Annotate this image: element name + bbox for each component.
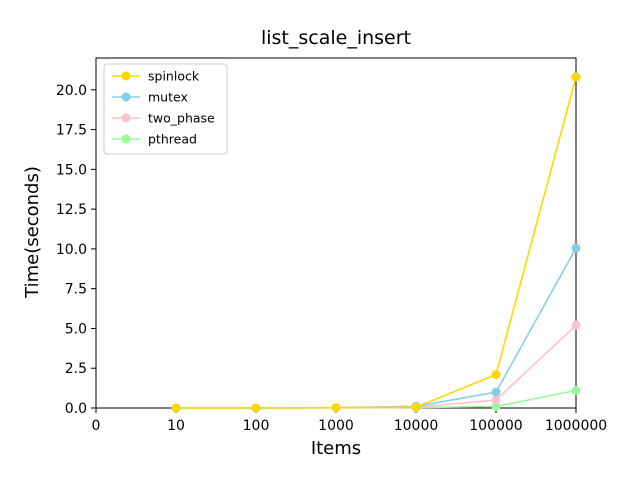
legend-label: two_phase (148, 111, 215, 126)
legend-item-spinlock: spinlock (112, 69, 200, 84)
data-point (571, 243, 581, 253)
series-spinlock (171, 72, 581, 413)
y-tick-label: 17.5 (56, 123, 87, 139)
series-layer (171, 72, 581, 413)
data-point (491, 401, 501, 411)
y-tick-label: 2.5 (65, 361, 87, 377)
y-tick-label: 7.5 (65, 282, 87, 298)
x-tick-label: 10 (167, 418, 185, 434)
data-point (571, 320, 581, 330)
data-point (571, 72, 581, 82)
x-tick-label: 1000000 (545, 418, 607, 434)
legend-swatch-marker (121, 134, 131, 144)
y-tick-label: 5.0 (65, 321, 87, 337)
data-point (491, 370, 501, 380)
legend-box (103, 63, 228, 155)
series-line (176, 76, 577, 409)
y-tick-label: 15.0 (56, 162, 87, 178)
y-axis-label: Time(seconds) (22, 166, 43, 299)
legend-label: spinlock (148, 69, 200, 84)
legend-item-mutex: mutex (112, 90, 188, 105)
x-tick-label: 1000 (318, 418, 354, 434)
legend-item-pthread: pthread (112, 132, 197, 147)
legend-swatch-marker (121, 71, 131, 81)
legend-swatch-marker (121, 113, 131, 123)
data-point (331, 403, 341, 413)
x-tick-label: 100000 (469, 418, 522, 434)
x-tick-label: 0 (92, 418, 101, 434)
legend-item-two_phase: two_phase (112, 111, 215, 126)
y-tick-label: 20.0 (56, 83, 87, 99)
data-point (171, 403, 181, 413)
legend-label: pthread (148, 132, 197, 147)
data-point (411, 402, 421, 412)
data-point (491, 387, 501, 397)
y-tick-label: 0.0 (65, 401, 87, 417)
y-tick-label: 10.0 (56, 242, 87, 258)
chart-title: list_scale_insert (261, 27, 411, 49)
data-point (491, 395, 501, 405)
legend-label: mutex (148, 90, 188, 105)
x-axis-label: Items (311, 438, 361, 459)
y-tick-label: 12.5 (56, 202, 87, 218)
data-point (251, 403, 261, 413)
legend-swatch-marker (121, 92, 131, 102)
x-tick-label: 100 (243, 418, 270, 434)
data-point (571, 386, 581, 395)
x-tick-label: 10000 (394, 418, 439, 434)
plot-area: 0 10 100 1000 10000 100000 1000000 0.0 2.5 5.0 7.5… (56, 57, 607, 434)
